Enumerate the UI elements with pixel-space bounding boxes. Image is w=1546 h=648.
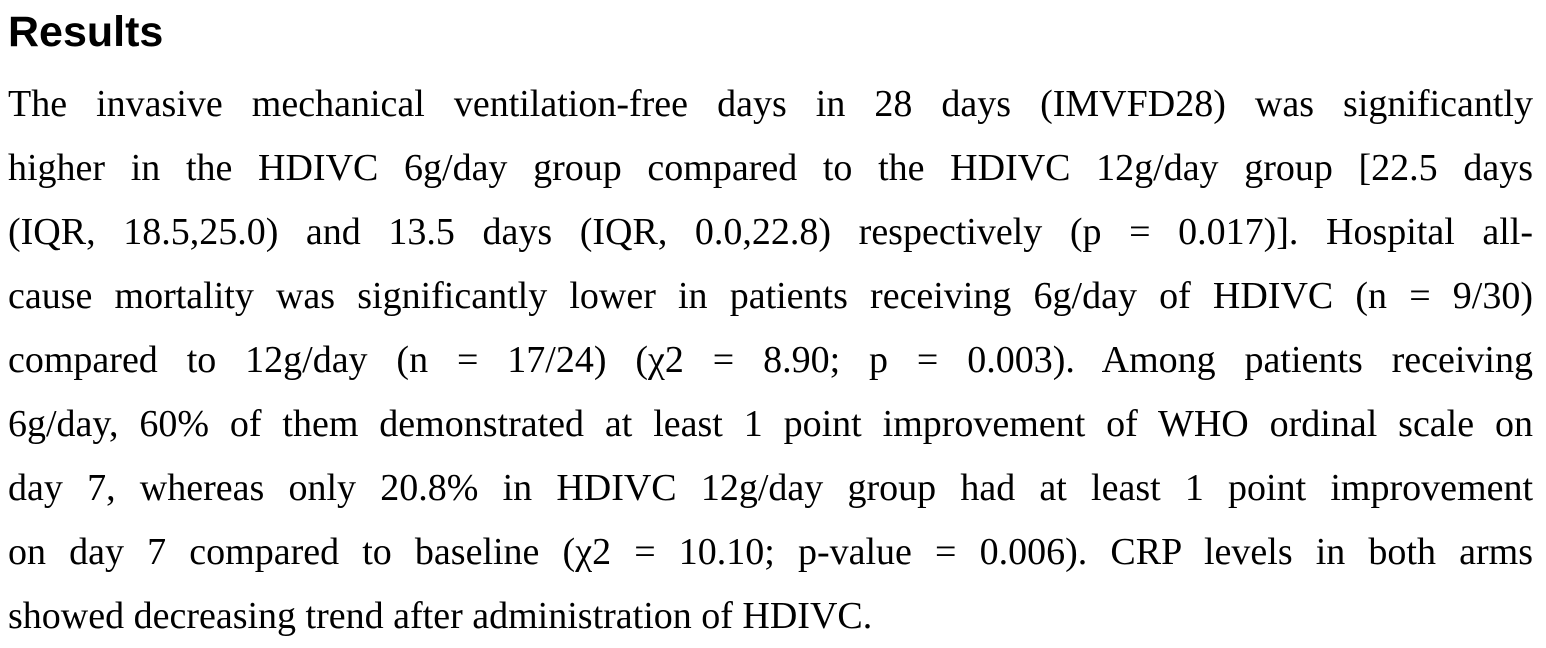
results-paragraph: The invasive mechanical ventilation-free… <box>8 72 1533 648</box>
paragraph-line: higher in the HDIVC 6g/day group compare… <box>8 147 1533 189</box>
paragraph-line: cause mortality was significantly lower … <box>8 275 1533 317</box>
paragraph-line: 6g/day, 60% of them demonstrated at leas… <box>8 403 1533 445</box>
paragraph-line: on day 7 compared to baseline (χ2 = 10.1… <box>8 531 1533 573</box>
paragraph-line: day 7, whereas only 20.8% in HDIVC 12g/d… <box>8 467 1533 509</box>
section-heading: Results <box>8 8 164 56</box>
paragraph-line: (IQR, 18.5,25.0) and 13.5 days (IQR, 0.0… <box>8 211 1533 253</box>
document-page: Results The invasive mechanical ventilat… <box>8 0 1533 637</box>
paragraph-line: showed decreasing trend after administra… <box>8 595 873 637</box>
paragraph-line: compared to 12g/day (n = 17/24) (χ2 = 8.… <box>8 339 1533 381</box>
paragraph-line: The invasive mechanical ventilation-free… <box>8 83 1533 125</box>
